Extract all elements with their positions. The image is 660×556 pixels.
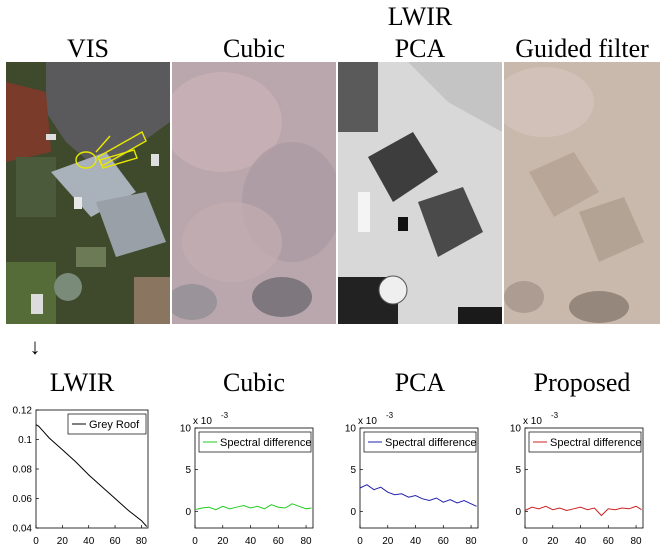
x-tick-label: 40 bbox=[245, 536, 257, 547]
x-tick-label: 40 bbox=[575, 536, 587, 547]
x-tick-label: 20 bbox=[382, 536, 394, 547]
bottom-title-pca: PCA bbox=[394, 368, 446, 397]
y-tick-label: 10 bbox=[345, 424, 357, 435]
bottom-title-proposed: Proposed bbox=[533, 368, 631, 397]
x-tick-label: 60 bbox=[273, 536, 285, 547]
axis-scale-exponent: -3 bbox=[221, 411, 229, 420]
y-tick-label: 5 bbox=[350, 465, 356, 476]
x-tick-label: 80 bbox=[465, 536, 477, 547]
series-line bbox=[194, 503, 312, 511]
title-cubic: Cubic bbox=[222, 34, 286, 63]
legend-box bbox=[67, 413, 147, 435]
axis-scale-exponent: -3 bbox=[386, 411, 394, 420]
title-lwir: LWIR bbox=[387, 2, 453, 31]
down-arrow-icon: ↓ bbox=[29, 334, 41, 359]
y-tick-label: 0.08 bbox=[13, 465, 33, 476]
x-tick-label: 20 bbox=[217, 536, 229, 547]
legend-label: Spectral difference bbox=[385, 437, 477, 449]
x-tick-label: 60 bbox=[109, 536, 121, 547]
y-tick-label: 0.1 bbox=[18, 435, 32, 446]
guided-filter-image bbox=[504, 62, 660, 324]
title-guided-filter: Guided filter bbox=[515, 34, 649, 63]
x-tick-label: 80 bbox=[630, 536, 642, 547]
axis-scale-label: x 10 bbox=[193, 416, 212, 427]
y-tick-label: 0.12 bbox=[13, 406, 33, 417]
cubic-image bbox=[172, 62, 336, 324]
chart-lwir: 0 20 40 60 80 0.04 0.06 0.08 0.1 0.12 Grey Roof bbox=[13, 406, 149, 547]
y-tick-label: 0.04 bbox=[13, 524, 33, 535]
axis-scale-label: x 10 bbox=[523, 416, 542, 427]
axis-scale-exponent: -3 bbox=[551, 411, 559, 420]
axis-scale-label: x 10 bbox=[358, 416, 377, 427]
legend-label: Spectral difference bbox=[220, 437, 312, 449]
series-line bbox=[35, 424, 148, 527]
y-tick-label: 0 bbox=[350, 507, 356, 518]
bottom-title-lwir: LWIR bbox=[49, 368, 115, 397]
legend-box bbox=[528, 431, 642, 453]
y-tick-label: 0.06 bbox=[13, 494, 33, 505]
legend-box bbox=[363, 431, 477, 453]
y-tick-label: 0 bbox=[515, 507, 521, 518]
y-tick-label: 5 bbox=[185, 465, 191, 476]
lwir-pca-image bbox=[338, 62, 502, 324]
legend-box bbox=[198, 431, 312, 453]
x-tick-label: 60 bbox=[603, 536, 615, 547]
chart-proposed: 0 20 40 60 80 0 5 10x 10 -3 Spectral difference bbox=[510, 411, 644, 547]
x-tick-label: 0 bbox=[522, 536, 528, 547]
x-tick-label: 0 bbox=[192, 536, 198, 547]
bottom-title-cubic: Cubic bbox=[222, 368, 286, 397]
title-vis: VIS bbox=[67, 34, 109, 63]
chart-cubic: 0 20 40 60 80 0 5 10x 10 -3 Spectral difference bbox=[180, 411, 314, 547]
x-tick-label: 60 bbox=[438, 536, 450, 547]
legend-label: Grey Roof bbox=[89, 419, 140, 431]
x-tick-label: 0 bbox=[357, 536, 363, 547]
y-tick-label: 5 bbox=[515, 465, 521, 476]
y-tick-label: 10 bbox=[510, 424, 522, 435]
x-tick-label: 20 bbox=[547, 536, 559, 547]
x-tick-label: 80 bbox=[136, 536, 148, 547]
vis-image bbox=[6, 62, 170, 324]
series-line bbox=[359, 484, 477, 507]
x-tick-label: 40 bbox=[83, 536, 95, 547]
x-tick-label: 40 bbox=[410, 536, 422, 547]
x-tick-label: 80 bbox=[300, 536, 312, 547]
title-pca: PCA bbox=[394, 34, 446, 63]
legend-label: Spectral difference bbox=[550, 437, 642, 449]
x-tick-label: 0 bbox=[33, 536, 39, 547]
y-tick-label: 0 bbox=[185, 507, 191, 518]
series-line bbox=[524, 505, 642, 517]
x-tick-label: 20 bbox=[57, 536, 69, 547]
y-tick-label: 10 bbox=[180, 424, 192, 435]
chart-pca: 0 20 40 60 80 0 5 10x 10 -3 Spectral difference bbox=[345, 411, 479, 547]
